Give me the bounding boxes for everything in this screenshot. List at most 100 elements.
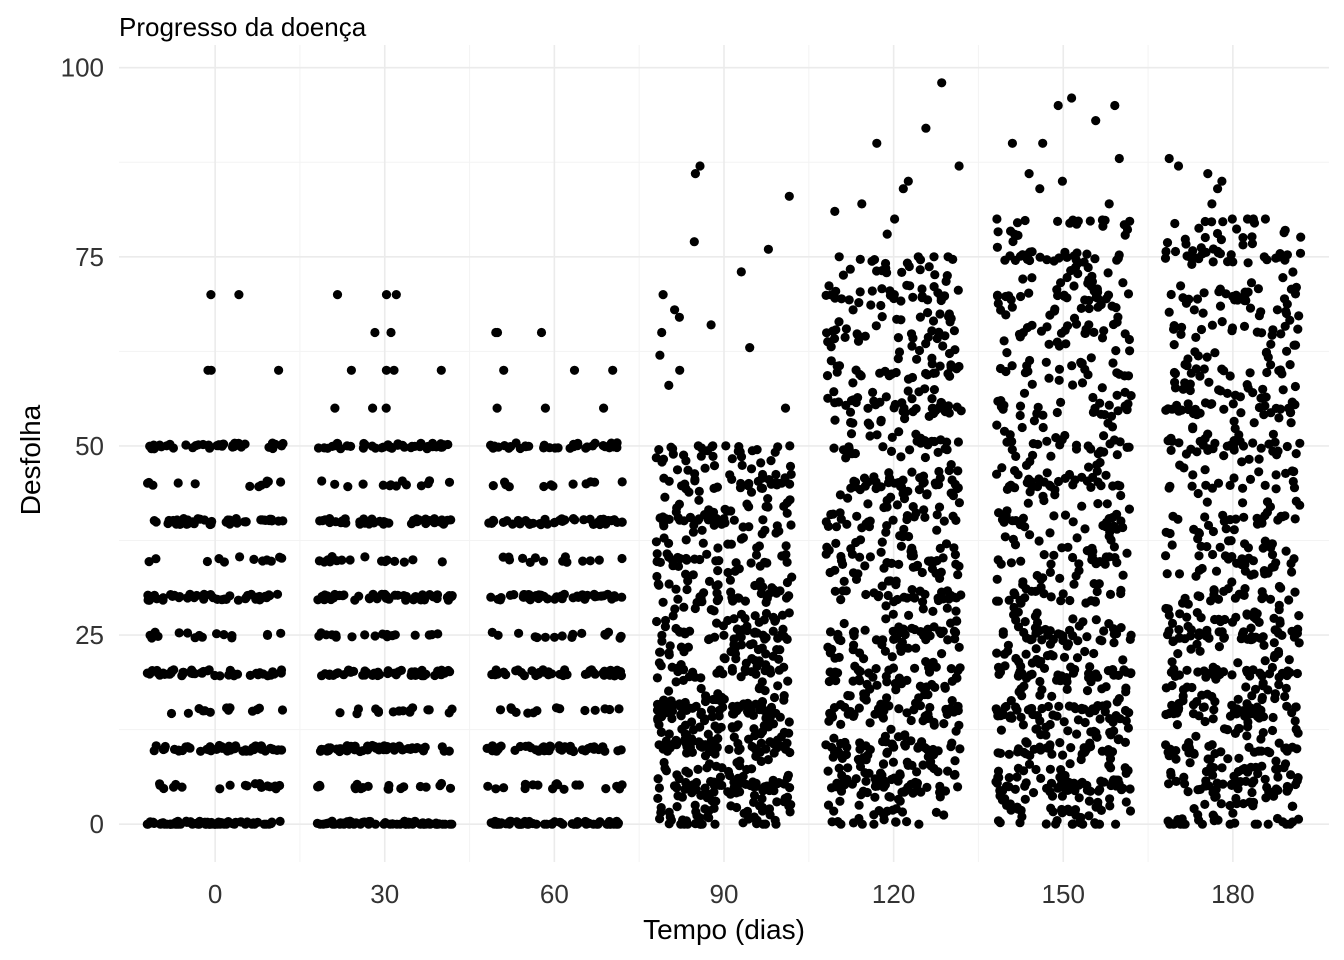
data-point [408,555,418,565]
data-point [893,794,904,804]
data-point [682,584,692,595]
data-point [783,770,794,780]
data-point [360,666,370,676]
data-point [882,693,892,703]
data-point [1095,714,1105,724]
data-point [259,515,269,525]
data-point [867,286,877,296]
data-point [1267,550,1278,560]
data-point [315,516,325,526]
data-point [1210,749,1220,759]
data-point [428,591,438,601]
data-point [1201,776,1211,786]
data-point [588,819,599,829]
data-point [381,403,391,413]
data-point [766,668,776,678]
data-point [532,706,542,716]
data-point [954,361,964,372]
data-point [525,519,535,530]
data-point [936,567,946,577]
data-point [1284,403,1294,413]
data-point [716,722,726,732]
data-point [709,777,719,787]
data-point [225,780,235,790]
data-point [1000,661,1010,671]
data-point [1056,765,1066,775]
data-point [521,741,531,752]
data-point [668,611,678,621]
data-point [1045,528,1055,538]
data-point [1238,483,1248,493]
data-point [1180,234,1190,244]
data-point [1090,254,1100,264]
data-point [1289,340,1299,350]
data-point [837,753,848,764]
data-point [929,750,939,760]
data-point [1106,763,1116,773]
data-point [1238,240,1248,250]
data-point [934,327,944,337]
data-point [939,291,950,301]
data-point [491,327,501,338]
data-point [784,591,794,601]
data-point [1163,630,1173,640]
data-point [1284,655,1294,665]
data-point [1186,368,1196,378]
data-point [1023,498,1033,508]
data-point [1215,616,1226,627]
data-point [152,665,162,676]
data-point [444,746,454,756]
data-point [199,594,209,604]
data-point [751,550,762,560]
data-point [1103,418,1113,428]
data-point [568,479,578,489]
data-point [1092,466,1102,476]
data-point [1005,799,1016,809]
data-point [1207,199,1217,209]
data-point [877,284,887,294]
data-point [1051,433,1061,443]
data-point [1183,399,1193,409]
data-point [518,553,528,564]
data-point [1018,577,1028,587]
data-point [536,590,546,600]
data-point [870,709,880,719]
data-point [881,263,891,273]
data-point [1056,278,1066,288]
data-point [851,537,861,548]
data-point [1246,278,1257,288]
data-point [322,591,332,601]
data-point [685,626,695,636]
data-point [1254,467,1264,477]
data-point [908,407,918,417]
data-point [696,443,707,453]
data-point [380,556,390,567]
data-point [317,476,327,486]
data-point [1257,761,1267,771]
data-point [782,508,792,518]
data-point [1028,709,1038,720]
data-point [1182,612,1192,622]
data-point [1293,324,1303,334]
data-point [735,630,745,640]
data-point [825,627,836,637]
data-point [917,284,927,294]
data-point [444,477,455,487]
data-point [1183,621,1193,631]
data-point [434,819,444,829]
data-point [998,629,1008,639]
data-point [883,590,893,601]
data-point [750,611,760,621]
data-point [1250,709,1260,719]
data-point [829,733,839,743]
data-point [781,541,791,551]
data-point [1247,239,1257,249]
data-point [399,782,409,792]
data-point [174,628,184,638]
data-point [1178,685,1189,695]
data-point [842,519,852,529]
x-axis-title: Tempo (dias) [643,914,805,945]
data-point [410,670,421,681]
data-point [205,819,215,829]
data-point [724,744,734,755]
